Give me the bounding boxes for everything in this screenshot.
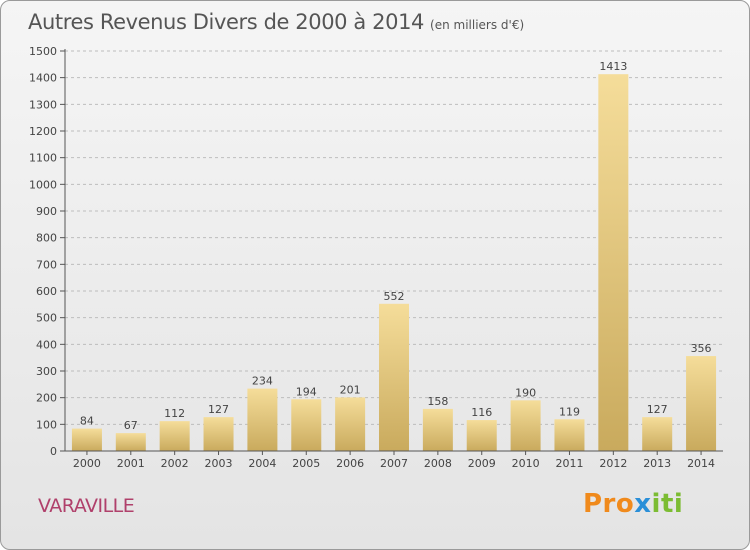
x-tick-label: 2004 xyxy=(248,457,276,470)
commune-name: VARAVILLE xyxy=(38,495,135,517)
bar xyxy=(642,417,673,451)
data-label: 158 xyxy=(427,395,448,408)
bar xyxy=(598,74,629,451)
data-label: 119 xyxy=(559,405,580,418)
bar xyxy=(510,400,541,451)
data-label: 84 xyxy=(80,415,94,428)
data-label: 194 xyxy=(296,385,317,398)
data-label: 356 xyxy=(691,342,712,355)
bar xyxy=(115,433,146,451)
data-label: 127 xyxy=(647,403,668,416)
x-tick-label: 2014 xyxy=(687,457,715,470)
data-label: 201 xyxy=(340,383,361,396)
x-tick-label: 2010 xyxy=(512,457,540,470)
y-tick-label: 600 xyxy=(36,285,57,298)
y-tick-label: 800 xyxy=(36,232,57,245)
x-tick-label: 2008 xyxy=(424,457,452,470)
y-tick-label: 500 xyxy=(36,312,57,325)
y-tick-label: 700 xyxy=(36,258,57,271)
data-label: 190 xyxy=(515,386,536,399)
logo-part-2: x xyxy=(634,489,652,519)
logo-part-3: iti xyxy=(651,489,684,519)
x-tick-label: 2001 xyxy=(117,457,145,470)
y-tick-label: 100 xyxy=(36,418,57,431)
bar xyxy=(335,397,366,451)
x-tick-label: 2012 xyxy=(599,457,627,470)
bar xyxy=(291,399,322,451)
y-tick-label: 200 xyxy=(36,392,57,405)
bar xyxy=(159,421,190,451)
x-tick-label: 2003 xyxy=(205,457,233,470)
y-tick-label: 1400 xyxy=(29,72,57,85)
x-tick-label: 2009 xyxy=(468,457,496,470)
y-tick-label: 1000 xyxy=(29,178,57,191)
x-tick-label: 2007 xyxy=(380,457,408,470)
proxiti-logo[interactable]: Proxiti xyxy=(583,489,683,519)
y-tick-label: 900 xyxy=(36,205,57,218)
y-tick-label: 400 xyxy=(36,338,57,351)
bar xyxy=(422,408,453,451)
y-tick-label: 1100 xyxy=(29,152,57,165)
bar xyxy=(71,428,102,451)
chart-title-unit: (en milliers d'€) xyxy=(430,18,525,32)
bar xyxy=(686,356,717,451)
data-label: 234 xyxy=(252,375,273,388)
data-label: 112 xyxy=(164,407,185,420)
x-tick-label: 2006 xyxy=(336,457,364,470)
data-label: 127 xyxy=(208,403,229,416)
x-tick-label: 2000 xyxy=(73,457,101,470)
x-tick-label: 2005 xyxy=(292,457,320,470)
bar xyxy=(466,420,497,451)
chart-title: Autres Revenus Divers de 2000 à 2014 (en … xyxy=(28,10,524,34)
x-tick-label: 2002 xyxy=(161,457,189,470)
x-tick-label: 2011 xyxy=(555,457,583,470)
bar xyxy=(247,388,278,451)
logo-part-1: Pro xyxy=(583,489,635,519)
y-tick-label: 300 xyxy=(36,365,57,378)
data-label: 116 xyxy=(471,406,492,419)
bar xyxy=(554,419,585,451)
chart-title-main: Autres Revenus Divers de 2000 à 2014 xyxy=(28,10,425,34)
bar xyxy=(203,417,234,451)
data-label: 1413 xyxy=(599,60,627,73)
data-label: 67 xyxy=(124,419,138,432)
y-tick-label: 0 xyxy=(50,445,57,458)
data-label: 552 xyxy=(384,290,405,303)
y-tick-label: 1200 xyxy=(29,125,57,138)
bar xyxy=(379,303,409,451)
x-tick-label: 2013 xyxy=(643,457,671,470)
y-tick-label: 1300 xyxy=(29,98,57,111)
y-tick-label: 1500 xyxy=(29,45,57,58)
